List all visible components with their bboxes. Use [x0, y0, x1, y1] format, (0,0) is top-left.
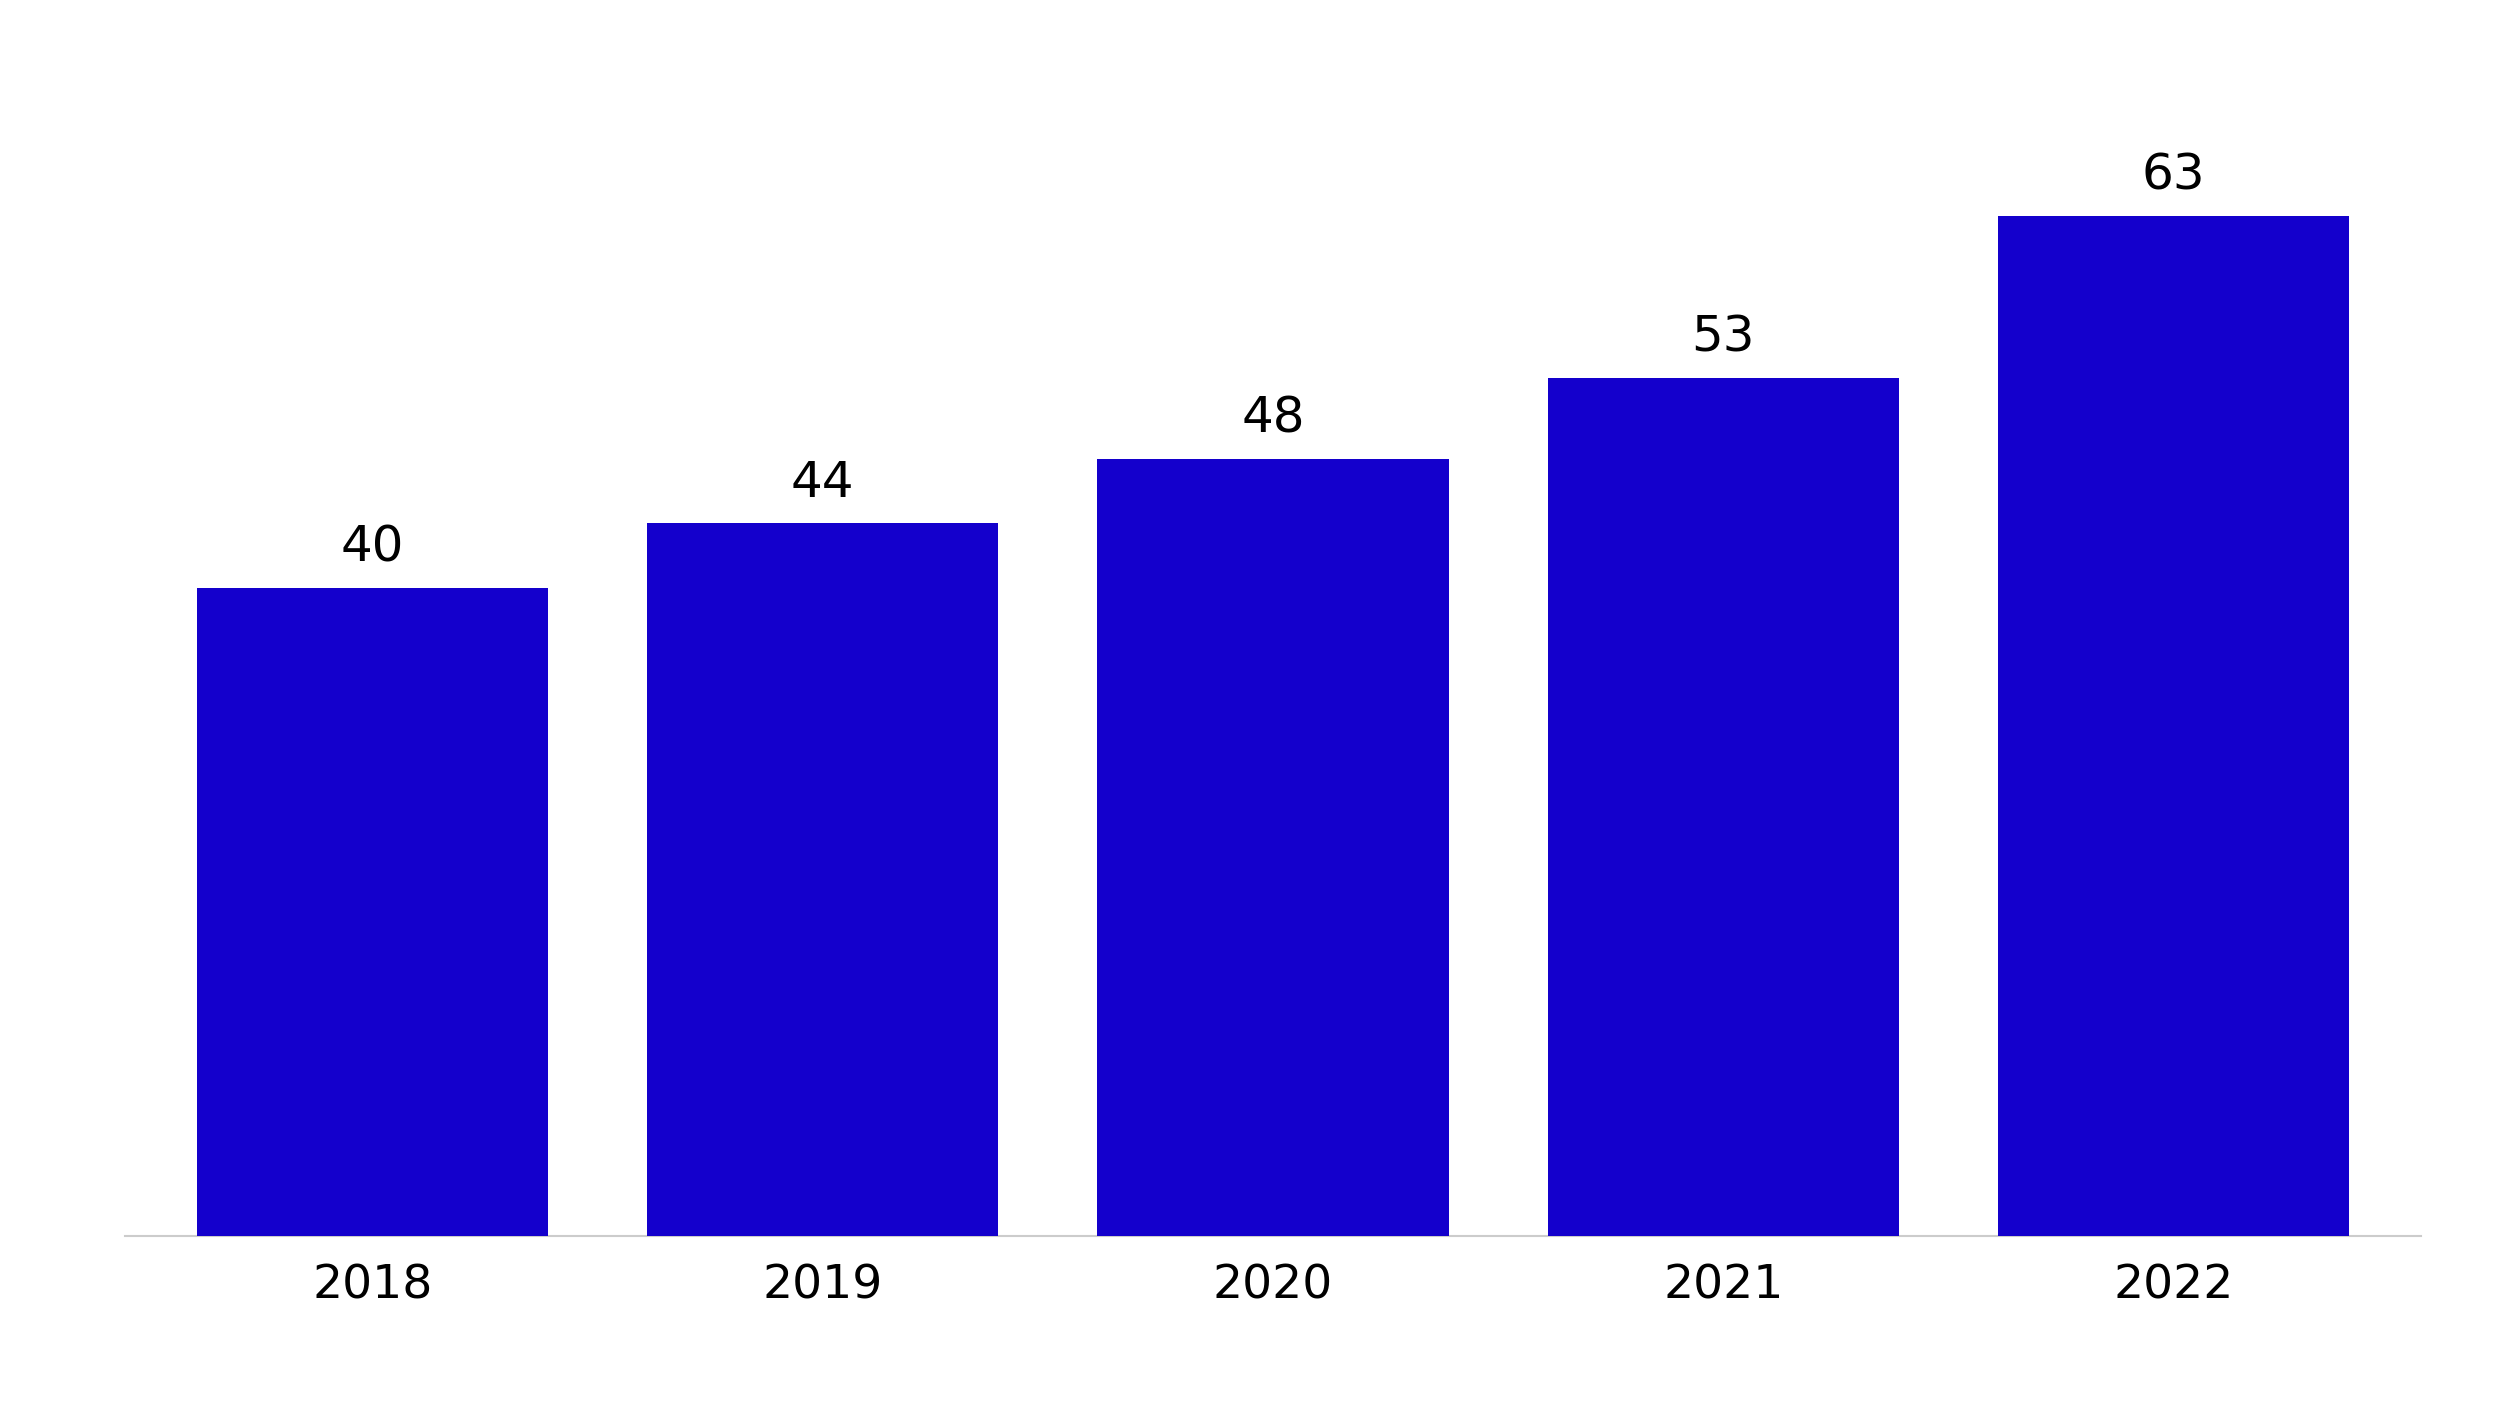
Bar	[646, 524, 998, 1236]
Bar	[1098, 459, 1448, 1236]
Text: 40: 40	[339, 524, 404, 571]
Text: 53: 53	[1692, 313, 1755, 362]
Bar	[1548, 378, 1899, 1236]
Bar	[1997, 216, 2349, 1236]
Text: 48: 48	[1241, 395, 1305, 442]
Bar	[197, 588, 549, 1236]
Text: 63: 63	[2142, 152, 2206, 199]
Text: 44: 44	[791, 459, 854, 507]
